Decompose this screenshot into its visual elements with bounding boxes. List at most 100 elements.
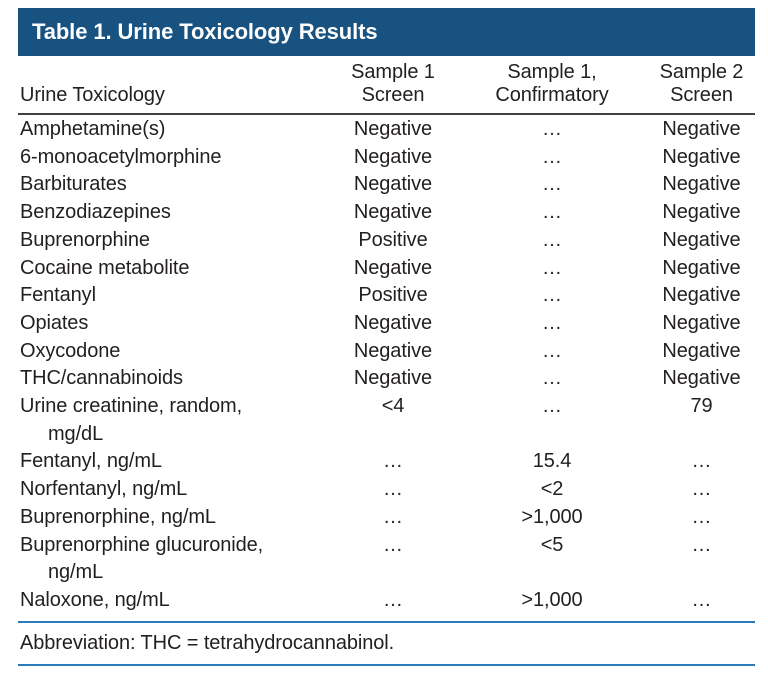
table-row: Oxycodone Negative … Negative [18, 338, 755, 366]
row-label-line1: THC/cannabinoids [20, 367, 183, 390]
cell-sample1-screen: Positive [358, 228, 428, 251]
table-row: Urine creatinine, random, mg/dL <4 … 79 [18, 393, 755, 448]
row-label-line1: Buprenorphine [20, 228, 150, 251]
row-label: Norfentanyl, ng/mL [18, 476, 330, 504]
table-title: Table 1. Urine Toxicology Results [32, 19, 378, 44]
cell-sample1-screen: <4 [381, 395, 405, 418]
cell-sample2-screen: Negative [662, 145, 741, 168]
cell-sample1-screen: Negative [353, 173, 433, 196]
cell-sample1-confirmatory: … [542, 173, 562, 196]
table-row: Norfentanyl, ng/mL … <2 … [18, 476, 755, 504]
row-label: 6-monoacetylmorphine [18, 144, 330, 172]
abbreviation-footnote: Abbreviation: THC = tetrahydrocannabinol… [18, 623, 755, 666]
row-label: Benzodiazepines [18, 199, 330, 227]
cell-sample1-screen: Positive [358, 284, 428, 307]
cell-sample1-screen: Negative [353, 311, 433, 334]
table-row: Naloxone, ng/mL … >1,000 … [18, 587, 755, 615]
urine-toxicology-table-figure: Table 1. Urine Toxicology Results Urine … [18, 8, 755, 666]
row-label-line1: Benzodiazepines [20, 201, 171, 224]
cell-sample1-screen: Negative [353, 145, 433, 168]
cell-sample1-confirmatory: … [542, 256, 562, 279]
cell-sample2-screen: Negative [662, 228, 741, 251]
cell-sample1-confirmatory: … [542, 118, 562, 140]
row-label: Urine creatinine, random, mg/dL [18, 393, 330, 448]
table-row: Benzodiazepines Negative … Negative [18, 199, 755, 227]
row-label: Fentanyl, ng/mL [18, 448, 330, 476]
cell-sample2-screen: … [691, 588, 712, 611]
table-row: Buprenorphine, ng/mL … >1,000 … [18, 504, 755, 532]
cell-sample1-screen: … [383, 450, 403, 473]
cell-sample1-confirmatory: … [542, 201, 562, 224]
row-label-line1: 6-monoacetylmorphine [20, 145, 222, 168]
cell-sample2-screen: … [691, 450, 712, 473]
row-label: Fentanyl [18, 282, 330, 310]
table-row: Fentanyl, ng/mL … 15.4 … [18, 448, 755, 476]
cell-sample2-screen: Negative [662, 201, 741, 224]
cell-sample2-screen: 79 [690, 395, 713, 418]
cell-sample2-screen: Negative [662, 311, 741, 334]
cell-sample1-screen: Negative [353, 201, 433, 224]
cell-sample1-screen: … [383, 533, 403, 556]
row-label: Buprenorphine glucuronide, ng/mL [18, 532, 330, 587]
column-header-urine-toxicology: Urine Toxicology [20, 84, 165, 106]
row-label-line1: Barbiturates [20, 173, 127, 196]
row-label-line2: ng/mL [48, 561, 104, 584]
cell-sample1-confirmatory: <2 [540, 478, 564, 501]
cell-sample2-screen: … [691, 505, 712, 528]
cell-sample1-screen: Negative [353, 339, 433, 362]
row-label-line1: Oxycodone [20, 339, 121, 362]
column-header-sample1-screen: Sample 1 Screen [351, 61, 435, 106]
cell-sample1-confirmatory: … [542, 145, 562, 168]
cell-sample1-screen: Negative [353, 367, 433, 390]
table-row: THC/cannabinoids Negative … Negative [18, 365, 755, 393]
row-label: THC/cannabinoids [18, 365, 330, 393]
row-label: Buprenorphine, ng/mL [18, 504, 330, 532]
table-row: 6-monoacetylmorphine Negative … Negative [18, 144, 755, 172]
row-label-line1: Cocaine metabolite [20, 256, 190, 279]
cell-sample2-screen: Negative [662, 256, 741, 279]
row-label-line1: Opiates [20, 311, 89, 334]
cell-sample2-screen: Negative [662, 367, 741, 390]
row-label: Buprenorphine [18, 227, 330, 255]
cell-sample2-screen: Negative [662, 173, 741, 196]
column-header-sample2-screen: Sample 2 Screen [659, 61, 744, 106]
column-header-sample1-confirmatory: Sample 1, Confirmatory [495, 61, 609, 106]
cell-sample2-screen: … [691, 533, 712, 556]
row-label-line1: Urine creatinine, random, [20, 395, 243, 418]
table-row: Buprenorphine glucuronide, ng/mL … <5 … [18, 532, 755, 587]
cell-sample1-confirmatory: … [542, 228, 562, 251]
row-label: Oxycodone [18, 338, 330, 366]
cell-sample1-confirmatory: … [542, 284, 562, 307]
row-label-line1: Amphetamine(s) [20, 118, 166, 140]
cell-sample1-confirmatory: 15.4 [532, 450, 572, 473]
cell-sample2-screen: … [691, 478, 712, 501]
cell-sample2-screen: Negative [662, 339, 741, 362]
row-label: Cocaine metabolite [18, 255, 330, 283]
cell-sample2-screen: Negative [662, 118, 741, 140]
row-label-line1: Buprenorphine glucuronide, [20, 533, 264, 556]
cell-sample1-confirmatory: … [542, 395, 562, 418]
table-row: Cocaine metabolite Negative … Negative [18, 255, 755, 283]
table-row: Amphetamine(s) Negative … Negative [18, 116, 755, 144]
cell-sample1-confirmatory: … [542, 339, 562, 362]
cell-sample1-screen: … [383, 588, 403, 611]
table-row: Buprenorphine Positive … Negative [18, 227, 755, 255]
row-label-line1: Buprenorphine, ng/mL [20, 505, 216, 528]
table-title-bar: Table 1. Urine Toxicology Results [18, 8, 755, 56]
cell-sample1-confirmatory: … [542, 367, 562, 390]
cell-sample1-confirmatory: … [542, 311, 562, 334]
row-label: Barbiturates [18, 171, 330, 199]
cell-sample1-confirmatory: <5 [540, 533, 564, 556]
cell-sample2-screen: Negative [662, 284, 741, 307]
table-row: Barbiturates Negative … Negative [18, 171, 755, 199]
table-body: Amphetamine(s) Negative … Negative 6-mon… [18, 115, 755, 623]
table-header-row: Urine Toxicology Sample 1 Screen Sample … [18, 56, 755, 115]
cell-sample1-screen: Negative [353, 118, 433, 140]
table-row: Opiates Negative … Negative [18, 310, 755, 338]
row-label: Amphetamine(s) [18, 116, 330, 144]
row-label: Naloxone, ng/mL [18, 587, 330, 615]
row-label: Opiates [18, 310, 330, 338]
row-label-line1: Norfentanyl, ng/mL [20, 478, 188, 501]
cell-sample1-confirmatory: >1,000 [521, 588, 583, 611]
